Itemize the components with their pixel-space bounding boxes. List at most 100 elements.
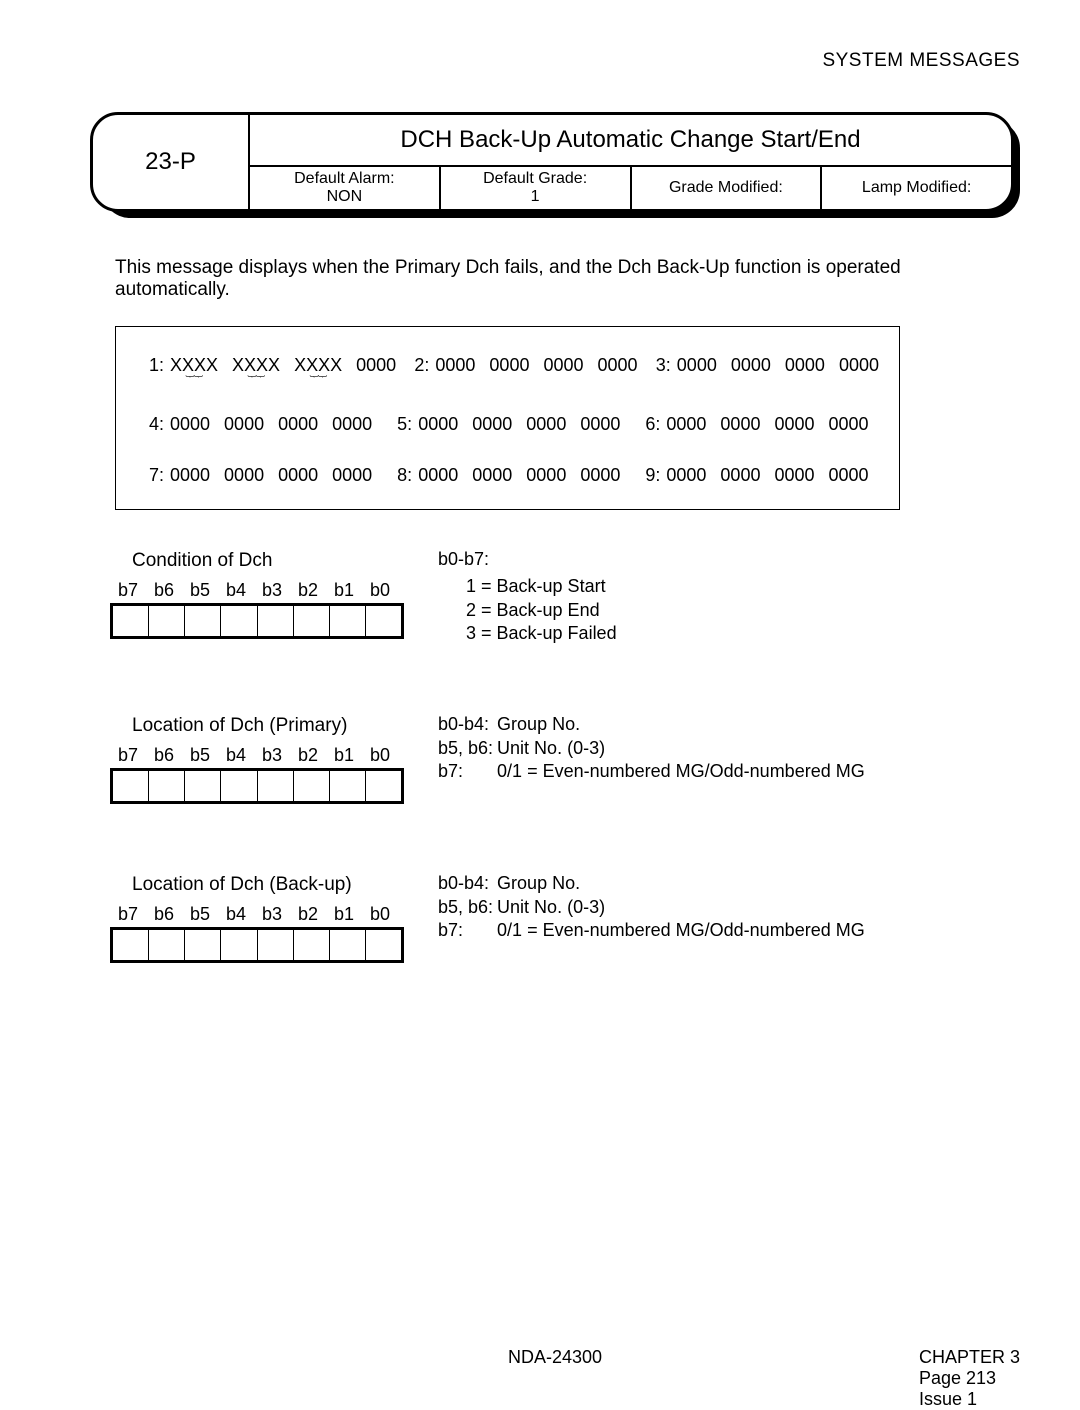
bit-label: b1: [326, 580, 362, 601]
bit-label: b1: [326, 745, 362, 766]
dump-word: 0000: [472, 414, 512, 436]
dump-word: 0000: [278, 414, 318, 436]
message-title: DCH Back-Up Automatic Change Start/End: [250, 115, 1011, 167]
dump-word: 0000: [356, 355, 396, 384]
dump-word: 0000: [472, 465, 512, 487]
dump-brace-icon: ︸︸: [248, 376, 265, 384]
dump-word: 0000: [489, 355, 529, 377]
bit-label: b3: [254, 745, 290, 766]
attr-lamp-modified: Lamp Modified:: [822, 167, 1011, 209]
block1-line: 3 = Back-up Failed: [466, 622, 617, 645]
dump-word: XXXX︸︸: [294, 355, 342, 384]
dump-word: 0000: [774, 465, 814, 487]
bit-label: b5: [182, 745, 218, 766]
bit-label: b0: [362, 745, 398, 766]
bit-label: b0: [362, 580, 398, 601]
dump-word: 0000: [598, 355, 638, 377]
attr-default-alarm: Default Alarm: NON: [250, 167, 441, 209]
dump-group: 3:0000000000000000: [643, 355, 879, 384]
dump-group: 2:0000000000000000: [401, 355, 637, 384]
bit-label: b4: [218, 904, 254, 925]
block-location-primary: Location of Dch (Primary) b7b6b5b4b3b2b1…: [110, 715, 1020, 804]
dump-group: 9:0000000000000000: [632, 465, 868, 487]
attr-default-grade: Default Grade: 1: [441, 167, 632, 209]
dump-brace-icon: ︸︸: [186, 376, 203, 384]
dump-word: 0000: [435, 355, 475, 377]
attr-grade-modified: Grade Modified:: [632, 167, 823, 209]
dump-word: 0000: [278, 465, 318, 487]
message-description: This message displays when the Primary D…: [115, 257, 1020, 301]
dump-group: 1:XXXX︸︸XXXX︸︸XXXX︸︸0000: [136, 355, 396, 384]
dump-word: 0000: [829, 414, 869, 436]
dump-word: 0000: [543, 355, 583, 377]
dump-group: 8:0000000000000000: [384, 465, 620, 487]
bit-label: b2: [290, 745, 326, 766]
dump-word: 0000: [526, 465, 566, 487]
bit-label: b6: [146, 904, 182, 925]
block3-info-table: b0-b4:Group No. b5, b6:Unit No. (0-3) b7…: [438, 872, 865, 942]
dump-word: XXXX︸︸: [232, 355, 280, 384]
dump-row: 4:00000000000000005:00000000000000006:00…: [136, 414, 879, 436]
bit-register: [110, 603, 404, 639]
footer-chapter: CHAPTER 3: [919, 1347, 1020, 1368]
footer-page: Page 213: [919, 1368, 1020, 1389]
bit-labels: b7b6b5b4b3b2b1b0: [110, 745, 420, 766]
block3-title: Location of Dch (Back-up): [132, 874, 420, 896]
bit-label: b3: [254, 580, 290, 601]
bit-labels: b7b6b5b4b3b2b1b0: [110, 904, 420, 925]
bit-label: b2: [290, 904, 326, 925]
message-attributes: Default Alarm: NON Default Grade: 1 Grad…: [250, 167, 1011, 209]
block-location-backup: Location of Dch (Back-up) b7b6b5b4b3b2b1…: [110, 874, 1020, 963]
dump-word: XXXX︸︸: [170, 355, 218, 384]
bit-labels: b7b6b5b4b3b2b1b0: [110, 580, 420, 601]
dump-word: 0000: [332, 465, 372, 487]
bit-label: b3: [254, 904, 290, 925]
dump-word: 0000: [666, 465, 706, 487]
bit-label: b6: [146, 745, 182, 766]
bit-register: [110, 768, 404, 804]
dump-word: 0000: [677, 355, 717, 377]
dump-word: 0000: [418, 465, 458, 487]
bit-label: b4: [218, 745, 254, 766]
bit-label: b7: [110, 745, 146, 766]
bit-label: b0: [362, 904, 398, 925]
dump-word: 0000: [526, 414, 566, 436]
bit-label: b6: [146, 580, 182, 601]
bit-label: b7: [110, 904, 146, 925]
dump-brace-icon: ︸︸: [310, 376, 327, 384]
bit-label: b5: [182, 904, 218, 925]
dump-word: 0000: [829, 465, 869, 487]
block1-line: 1 = Back-up Start: [466, 575, 617, 598]
dump-word: 0000: [170, 414, 210, 436]
block2-title: Location of Dch (Primary): [132, 715, 420, 737]
dump-word: 0000: [785, 355, 825, 377]
dump-group: 5:0000000000000000: [384, 414, 620, 436]
bit-label: b7: [110, 580, 146, 601]
block1-info-head: b0-b7:: [438, 548, 617, 571]
dump-word: 0000: [839, 355, 879, 377]
dump-row: 1:XXXX︸︸XXXX︸︸XXXX︸︸00002:00000000000000…: [136, 355, 879, 384]
dump-word: 0000: [224, 465, 264, 487]
dump-word: 0000: [580, 414, 620, 436]
dump-word: 0000: [332, 414, 372, 436]
bit-label: b5: [182, 580, 218, 601]
dump-word: 0000: [170, 465, 210, 487]
block-condition-of-dch: Condition of Dch b7b6b5b4b3b2b1b0 b0-b7:…: [110, 550, 1020, 646]
bit-label: b1: [326, 904, 362, 925]
page-header: SYSTEM MESSAGES: [90, 50, 1020, 72]
data-dump-box: 1:XXXX︸︸XXXX︸︸XXXX︸︸00002:00000000000000…: [115, 326, 900, 510]
block2-info-table: b0-b4:Group No. b5, b6:Unit No. (0-3) b7…: [438, 713, 865, 783]
dump-group: 4:0000000000000000: [136, 414, 372, 436]
bit-register: [110, 927, 404, 963]
dump-row: 7:00000000000000008:00000000000000009:00…: [136, 465, 879, 487]
bit-label: b4: [218, 580, 254, 601]
message-card: 23-P DCH Back-Up Automatic Change Start/…: [90, 112, 1020, 212]
dump-word: 0000: [224, 414, 264, 436]
block1-title: Condition of Dch: [132, 550, 420, 572]
dump-word: 0000: [731, 355, 771, 377]
dump-word: 0000: [720, 465, 760, 487]
bit-label: b2: [290, 580, 326, 601]
footer-issue: Issue 1: [919, 1389, 1020, 1410]
footer-doc-id: NDA-24300: [90, 1347, 1020, 1368]
dump-word: 0000: [666, 414, 706, 436]
